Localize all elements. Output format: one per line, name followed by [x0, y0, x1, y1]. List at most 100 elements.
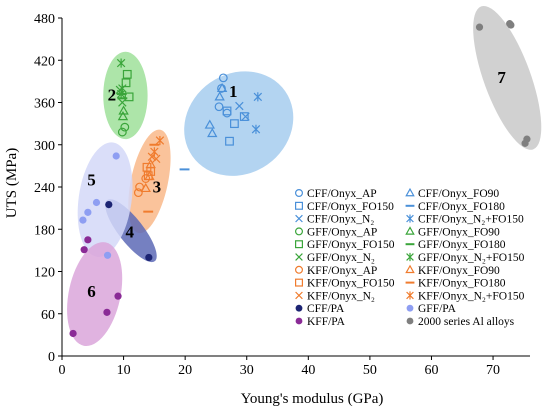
data-point	[204, 119, 215, 129]
legend-item: GFF/Onyx_FO180	[405, 239, 506, 251]
legend-item: CFF/Onyx_FO90	[405, 187, 499, 200]
legend-item: KFF/Onyx_AP	[295, 265, 377, 277]
legend-label: GFF/Onyx_FO150	[307, 239, 395, 251]
data-point	[69, 329, 77, 338]
legend-label: CFF/Onyx_FO90	[418, 188, 499, 200]
x-tick-label: 10	[117, 363, 131, 378]
data-point	[103, 251, 112, 259]
series-5	[251, 92, 263, 134]
data-point	[235, 101, 244, 111]
legend-item: KFF/Onyx_N₂+FO150	[406, 290, 525, 302]
legend-marker	[406, 304, 414, 312]
data-point	[230, 119, 239, 129]
legend-marker	[406, 252, 414, 262]
region-label: 6	[87, 282, 96, 301]
y-tick-label: 300	[34, 139, 55, 154]
legend-item: GFF/PA	[406, 303, 457, 315]
data-point	[225, 136, 234, 146]
legend-marker	[295, 304, 303, 312]
y-tick-label: 240	[34, 181, 55, 196]
data-point	[133, 188, 143, 198]
series-15	[143, 143, 160, 213]
data-point	[120, 122, 130, 132]
data-point	[207, 127, 218, 138]
series-4	[235, 101, 250, 121]
data-point	[116, 89, 126, 99]
y-tick-label: 60	[41, 308, 55, 323]
data-point	[84, 236, 92, 244]
y-tick-label: 120	[34, 266, 55, 281]
data-point	[145, 253, 153, 262]
legend-label: GFF/Onyx_FO180	[418, 239, 506, 251]
data-point	[117, 127, 127, 137]
chart-axes: 0 10 20 30 40 50 60 70 0 60 120 180 240 300 360 420 480	[34, 12, 530, 378]
cluster-regions	[67, 5, 542, 346]
series-17	[150, 135, 165, 157]
data-point	[216, 82, 228, 93]
data-point	[114, 292, 122, 300]
legend-item: KFF/PA	[295, 316, 346, 328]
legend-marker	[295, 189, 304, 198]
data-point	[151, 154, 161, 164]
legend-item: CFF/Onyx_AP	[295, 188, 377, 200]
legend-item: GFF/Onyx_FO90	[405, 226, 500, 238]
legend-item: KFF/Onyx_N₂	[295, 290, 375, 302]
series-20	[69, 236, 122, 338]
series-14	[142, 162, 156, 181]
data-point	[79, 216, 87, 224]
legend-marker	[406, 317, 414, 325]
legend-item: GFF/Onyx_N₂	[295, 252, 375, 264]
legend-marker	[295, 291, 303, 300]
series-7	[117, 105, 129, 121]
x-tick-label: 0	[59, 363, 66, 378]
legend-marker	[295, 214, 303, 223]
legend-item: CFF/PA	[295, 303, 345, 315]
data-point	[222, 106, 232, 116]
legend-item: KFF/Onyx_FO90	[405, 264, 500, 277]
data-point	[239, 112, 249, 121]
legend-marker	[295, 227, 304, 236]
legend-label: KFF/Onyx_AP	[307, 265, 377, 277]
data-point	[121, 78, 131, 88]
legend-label: GFF/Onyx_N₂	[307, 252, 375, 264]
data-point	[92, 198, 101, 207]
legend-item: GFF/Onyx_N₂+FO150	[406, 252, 525, 264]
region-label: 4	[125, 223, 134, 242]
legend-marker	[405, 226, 415, 235]
data-point	[116, 58, 126, 68]
data-point	[122, 69, 132, 79]
legend-item: CFF/Onyx_FO180	[405, 201, 505, 213]
data-point	[118, 98, 127, 107]
region-label: 2	[108, 85, 117, 104]
legend-label: KFF/Onyx_N₂	[307, 290, 375, 302]
series-6	[117, 122, 130, 137]
legend-marker	[406, 291, 414, 300]
y-tick-label: 180	[34, 223, 55, 238]
data-point	[84, 208, 92, 216]
data-point	[521, 139, 529, 147]
y-tick-label: 480	[34, 12, 55, 27]
series-19	[79, 152, 120, 259]
legend-marker	[406, 214, 414, 223]
x-axis-label: Young's modulus (GPa)	[241, 391, 384, 407]
series-1	[204, 82, 228, 138]
region-label: 1	[229, 82, 238, 101]
y-tick-label: 360	[34, 97, 55, 112]
region-label: 5	[87, 171, 96, 190]
legend-item: GFF/Onyx_AP	[295, 226, 377, 238]
series-21	[475, 20, 531, 147]
region-7	[473, 5, 542, 150]
legend-label: KFF/Onyx_FO90	[418, 265, 500, 277]
data-point	[150, 147, 159, 157]
x-tick-label: 70	[486, 363, 500, 378]
legend-item: CFF/Onyx_N₂+FO150	[406, 214, 524, 226]
legend-marker	[295, 278, 304, 287]
legend-marker	[295, 317, 303, 325]
cluster-labels: 1 2 3 4 5 6 7	[87, 68, 506, 301]
series-18	[105, 201, 153, 262]
data-point	[117, 110, 129, 121]
legend-label: KFF/Onyx_N₂+FO150	[418, 290, 525, 302]
data-point	[475, 23, 484, 31]
